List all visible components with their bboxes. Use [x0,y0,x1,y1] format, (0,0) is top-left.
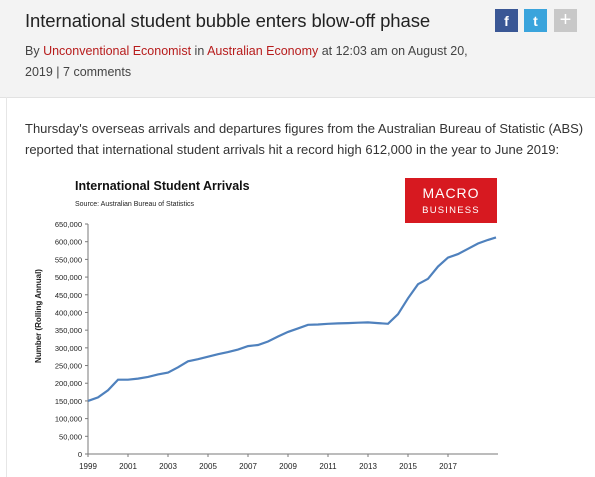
comments-link[interactable]: 7 comments [63,65,132,79]
x-tick-label: 2011 [319,462,337,471]
student-arrivals-chart: International Student Arrivals Source: A… [34,170,595,477]
byline-in: in [191,44,208,58]
y-axis-label: Number (Rolling Annual) [34,269,43,363]
y-ticks: 0 50,000 100,000 150,000 200,000 250,000 300,0… [55,220,88,459]
y-tick-label: 50,000 [59,432,82,441]
more-share-button[interactable]: + [554,9,577,32]
y-tick-label: 400,000 [55,308,82,317]
byline: By Unconventional Economist in Australia… [25,41,495,83]
y-tick-label: 600,000 [55,238,82,247]
y-tick-label: 650,000 [55,220,82,229]
post-date: at 12:03 am on August 20, 2019 | [25,44,468,79]
article-title: International student bubble enters blow… [25,10,431,31]
x-tick-label: 1999 [79,462,97,471]
x-tick-label: 2007 [239,462,257,471]
byline-prefix: By [25,44,44,58]
content-border [6,97,7,477]
x-tick-label: 2015 [399,462,417,471]
y-tick-label: 450,000 [55,291,82,300]
y-tick-label: 200,000 [55,379,82,388]
y-tick-label: 150,000 [55,397,82,406]
x-tick-label: 2013 [359,462,377,471]
series-line [87,236,497,402]
x-tick-label: 2003 [159,462,177,471]
facebook-icon: f [504,12,509,29]
y-tick-label: 0 [78,450,82,459]
macrobusiness-logo [405,178,497,223]
article-header: International student bubble enters blow… [0,0,595,98]
y-tick-label: 250,000 [55,362,82,371]
x-tick-label: 2009 [279,462,297,471]
article-intro: Thursday's overseas arrivals and departu… [25,121,584,157]
y-tick-label: 300,000 [55,344,82,353]
x-tick-label: 2017 [439,462,457,471]
x-tick-label: 2005 [199,462,217,471]
x-ticks: 1999 2001 2003 2005 2007 2009 2011 2013 2015 2017 [79,454,457,471]
facebook-share-button[interactable]: f [495,9,518,32]
chart-title: International Student Arrivals [75,179,250,193]
y-tick-label: 500,000 [55,273,82,282]
x-tick-label: 2001 [119,462,137,471]
chart-container: International Student Arrivals Source: A… [0,170,595,477]
twitter-icon: t [533,12,538,29]
plus-icon: + [559,9,572,31]
y-tick-label: 100,000 [55,415,82,424]
category-link[interactable]: Australian Economy [207,44,319,58]
twitter-share-button[interactable]: t [524,9,547,32]
y-tick-label: 350,000 [55,326,82,335]
chart-subtitle: Source: Australian Bureau of Statistics [75,201,195,208]
logo-line2: BUSINESS [422,205,480,216]
y-tick-label: 550,000 [55,255,82,264]
author-link[interactable]: Unconventional Economist [43,44,192,58]
logo-line1: MACRO [422,185,479,201]
